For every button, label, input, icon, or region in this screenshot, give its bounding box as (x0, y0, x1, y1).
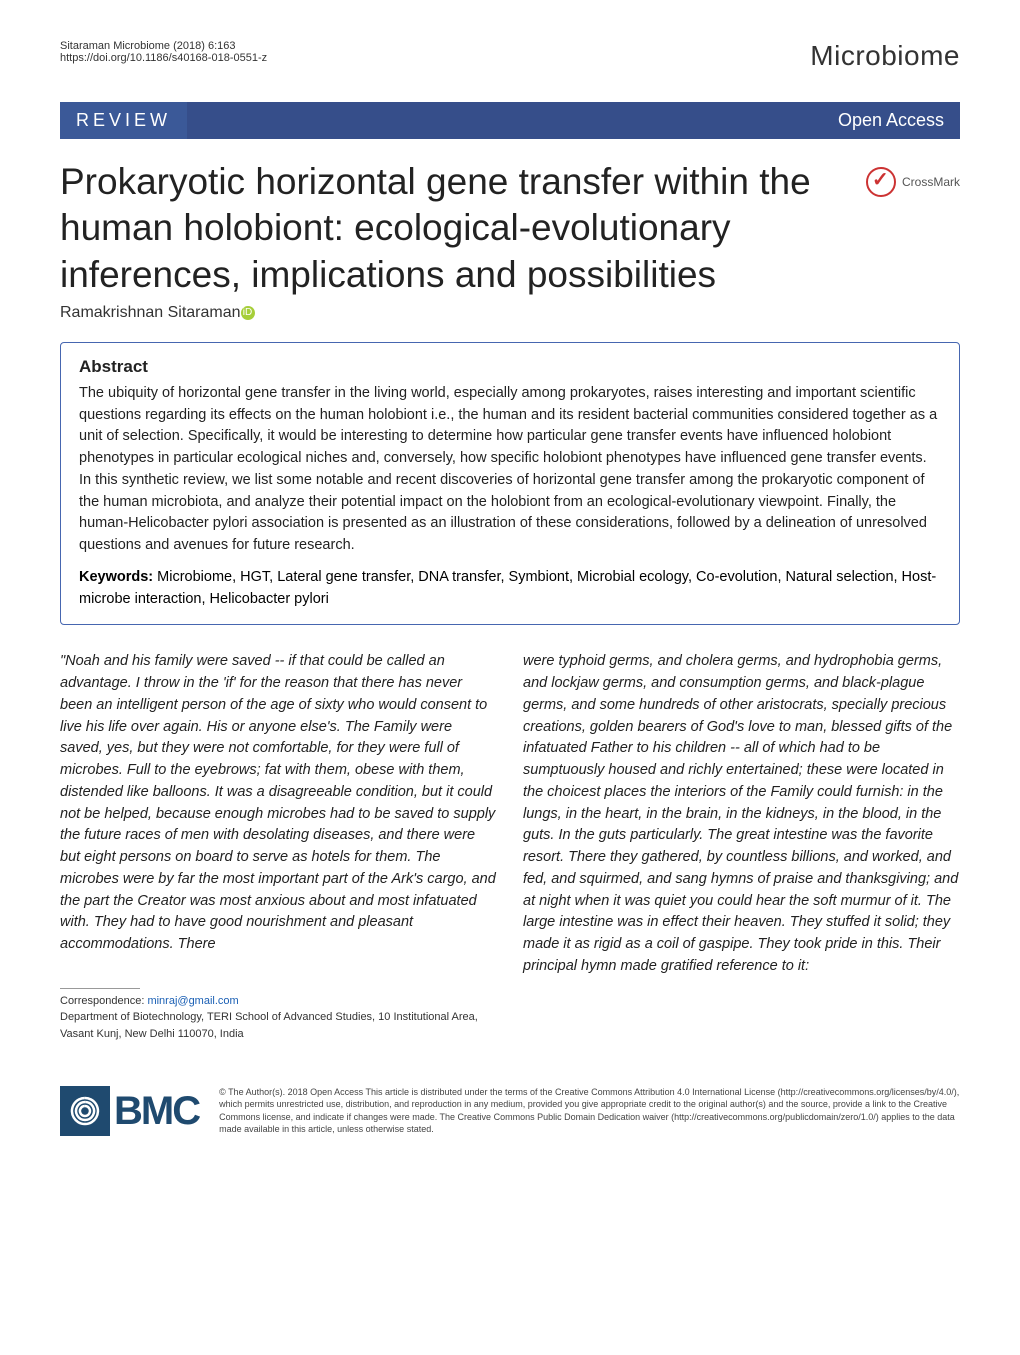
author-name: Ramakrishnan Sitaraman (60, 304, 241, 321)
keywords-label: Keywords: (79, 569, 153, 585)
citation-line1: Sitaraman Microbiome (2018) 6:163 (60, 40, 267, 52)
abstract-heading: Abstract (79, 357, 941, 377)
bmc-logo-icon (60, 1086, 110, 1136)
column-left: "Noah and his family were saved -- if th… (60, 651, 497, 1042)
orcid-icon[interactable]: iD (241, 306, 255, 320)
citation-block: Sitaraman Microbiome (2018) 6:163 https:… (60, 40, 267, 64)
citation-line2: https://doi.org/10.1186/s40168-018-0551-… (60, 52, 267, 64)
header: Sitaraman Microbiome (2018) 6:163 https:… (60, 40, 960, 72)
bmc-logo-text: BMC (114, 1089, 199, 1134)
bmc-spiral-icon (70, 1096, 100, 1126)
journal-logo: Microbiome (810, 40, 960, 72)
keywords: Keywords: Microbiome, HGT, Lateral gene … (79, 567, 941, 611)
body-columns: "Noah and his family were saved -- if th… (60, 651, 960, 1042)
footer: BMC © The Author(s). 2018 Open Access Th… (60, 1072, 960, 1136)
correspondence-block: Correspondence: minraj@gmail.com Departm… (60, 980, 497, 1043)
correspondence-label: Correspondence: (60, 995, 147, 1007)
article-title: Prokaryotic horizontal gene transfer wit… (60, 159, 846, 298)
column-right: were typhoid germs, and cholera germs, a… (523, 651, 960, 1042)
review-bar: REVIEW Open Access (60, 102, 960, 139)
correspondence-email[interactable]: minraj@gmail.com (147, 995, 238, 1007)
abstract-text: The ubiquity of horizontal gene transfer… (79, 383, 941, 557)
correspondence-affiliation: Department of Biotechnology, TERI School… (60, 1011, 478, 1040)
review-label: REVIEW (60, 102, 187, 139)
crossmark-badge[interactable]: CrossMark (866, 167, 960, 197)
bmc-logo: BMC (60, 1086, 199, 1136)
author-line: Ramakrishnan SitaramaniD (60, 304, 960, 322)
license-text: © The Author(s). 2018 Open Access This a… (219, 1086, 960, 1135)
open-access-label: Open Access (822, 102, 960, 139)
keywords-text: Microbiome, HGT, Lateral gene transfer, … (79, 569, 936, 607)
col1-text: "Noah and his family were saved -- if th… (60, 653, 496, 952)
correspondence-rule (60, 988, 140, 989)
abstract-box: Abstract The ubiquity of horizontal gene… (60, 342, 960, 626)
crossmark-icon (866, 167, 896, 197)
crossmark-text: CrossMark (902, 175, 960, 189)
